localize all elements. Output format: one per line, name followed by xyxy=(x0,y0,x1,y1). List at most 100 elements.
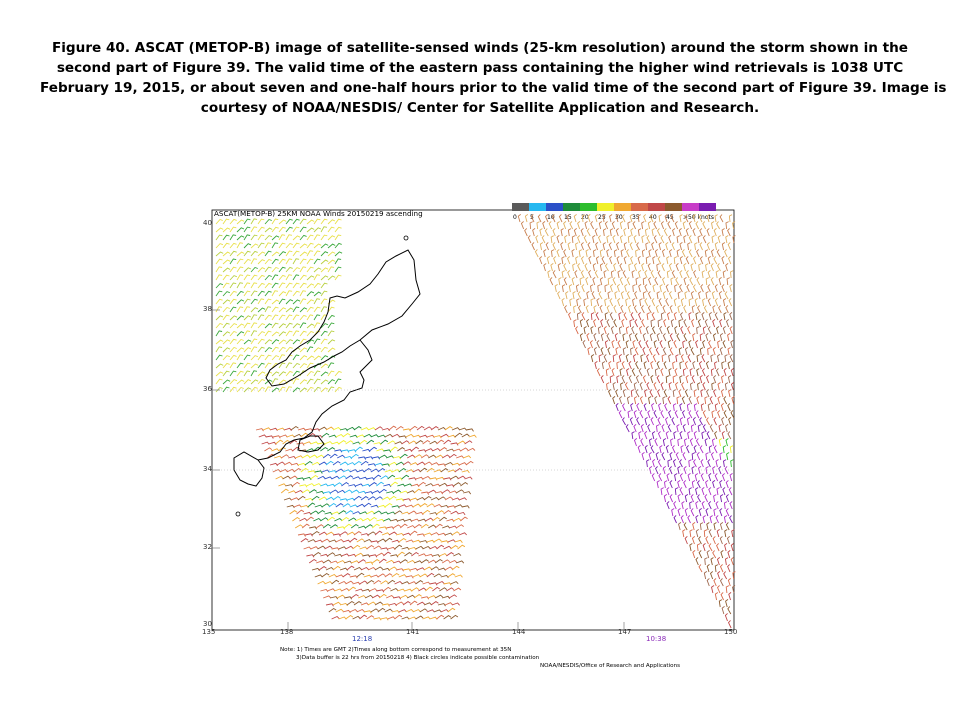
wind-barb xyxy=(656,228,661,237)
wind-barb xyxy=(689,501,693,510)
wind-barb xyxy=(292,258,300,265)
wind-barb xyxy=(304,533,313,537)
wind-barb xyxy=(593,333,597,342)
wind-barb xyxy=(709,396,714,405)
wind-barb xyxy=(222,370,230,377)
wind-barb xyxy=(447,434,456,438)
wind-barb xyxy=(677,480,681,489)
wind-barb xyxy=(299,258,307,265)
wind-barb xyxy=(637,228,642,237)
wind-barb xyxy=(269,427,278,431)
wind-barb xyxy=(236,338,244,345)
wind-barb xyxy=(639,410,644,419)
wind-barb xyxy=(346,600,355,606)
wind-barb xyxy=(707,347,711,356)
wind-barb xyxy=(285,339,294,345)
wind-barb xyxy=(423,426,432,431)
wind-barb xyxy=(601,361,606,370)
wind-barb xyxy=(701,487,705,496)
wind-barb xyxy=(215,266,223,273)
wind-barb xyxy=(457,511,466,516)
wind-barb xyxy=(454,467,463,473)
wind-barb xyxy=(669,347,674,356)
wind-barb xyxy=(647,291,652,300)
wind-barb xyxy=(712,347,716,356)
wind-barb xyxy=(335,468,344,473)
credit-line: NOAA/NESDIS/Office of Research and Appli… xyxy=(540,663,680,669)
wind-barb xyxy=(517,214,521,223)
wind-barb xyxy=(718,599,723,608)
wind-barb xyxy=(657,459,662,468)
wind-barb xyxy=(271,274,279,281)
wind-barb xyxy=(554,284,558,293)
wind-barb xyxy=(271,306,279,313)
wind-barb xyxy=(353,495,362,501)
wind-barb xyxy=(539,256,543,265)
wind-barb xyxy=(371,559,380,564)
wind-barb xyxy=(671,508,675,517)
wind-barb xyxy=(687,473,691,482)
wind-barb xyxy=(229,330,237,337)
wind-barb xyxy=(243,226,251,233)
wind-barb xyxy=(299,282,307,289)
wind-barb xyxy=(299,314,307,321)
wind-barb xyxy=(673,501,677,510)
wind-barb xyxy=(450,581,459,585)
wind-barb xyxy=(713,508,717,517)
wind-barb xyxy=(306,306,314,313)
wind-barb xyxy=(346,497,355,501)
wind-barb xyxy=(449,559,458,564)
wind-barb xyxy=(598,354,603,363)
wind-barb xyxy=(727,606,732,615)
wind-barb xyxy=(257,346,265,353)
wind-barb xyxy=(600,333,605,342)
wind-barb xyxy=(320,330,328,337)
wind-barb xyxy=(429,477,438,481)
wind-barb xyxy=(250,346,258,353)
wind-barb xyxy=(423,602,432,606)
wind-barb xyxy=(271,371,280,377)
wind-barb xyxy=(652,354,657,363)
wind-barb xyxy=(612,396,616,405)
wind-barb xyxy=(412,468,421,473)
wind-barb xyxy=(409,600,418,606)
wind-barb xyxy=(285,234,293,241)
wind-barb xyxy=(331,511,340,515)
wind-barb xyxy=(684,347,689,356)
wind-barb xyxy=(342,432,351,438)
wind-barb xyxy=(622,347,627,356)
wind-barb xyxy=(367,496,376,501)
wind-barb xyxy=(661,452,666,461)
wind-barb xyxy=(605,368,610,377)
wind-barb xyxy=(574,270,578,279)
wind-barb xyxy=(693,256,697,265)
wind-barb xyxy=(662,291,667,300)
wind-barb xyxy=(320,483,329,487)
wind-barb xyxy=(673,312,677,321)
wind-barb xyxy=(721,361,725,370)
longitude-labels: 135 138 141 144 147 150 xyxy=(202,628,737,636)
wind-barb xyxy=(345,580,354,585)
wind-barb xyxy=(577,263,581,272)
wind-barb xyxy=(366,579,375,585)
wind-barb xyxy=(315,524,324,529)
wind-barb xyxy=(447,469,456,473)
wind-barb xyxy=(258,434,267,438)
wind-barb xyxy=(594,228,598,237)
wind-barb xyxy=(638,312,642,321)
wind-barb xyxy=(567,270,571,279)
wind-barb xyxy=(682,424,686,433)
wind-barb xyxy=(236,323,245,329)
wind-barb xyxy=(661,424,665,433)
wind-barb xyxy=(728,417,732,426)
wind-barb xyxy=(626,368,630,377)
wind-barb xyxy=(215,315,224,321)
wind-barb xyxy=(380,547,389,551)
wind-barb xyxy=(707,459,711,468)
wind-barb xyxy=(271,322,279,329)
wind-barb xyxy=(327,330,335,337)
wind-barb xyxy=(222,227,231,233)
wind-barb xyxy=(435,491,444,495)
wind-barb xyxy=(215,339,224,345)
wind-barb xyxy=(391,505,400,509)
